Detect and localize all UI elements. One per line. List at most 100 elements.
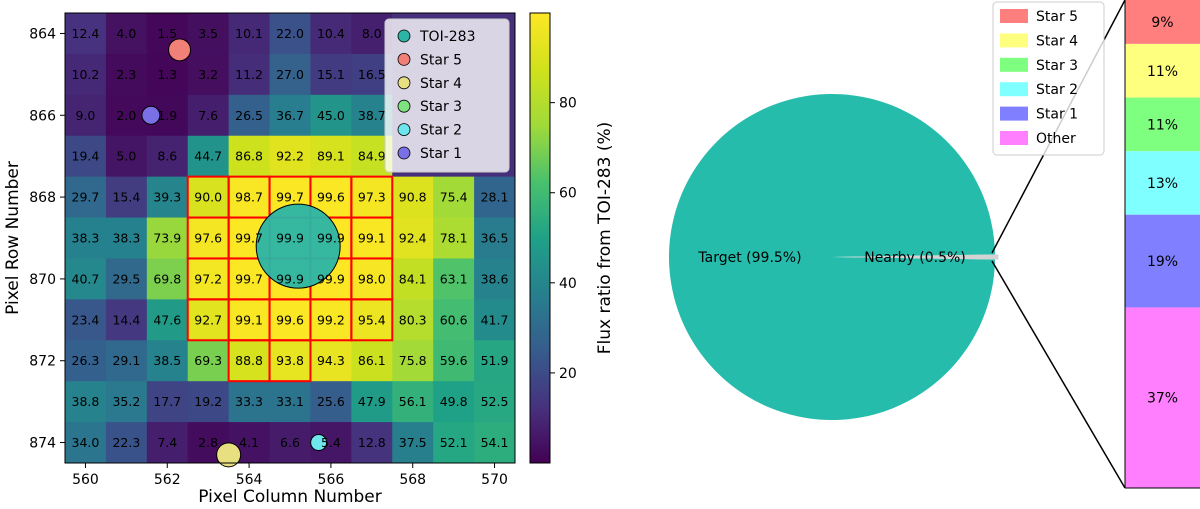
cell-value-label: 11.2 [235,67,263,82]
x-tick-label: 570 [481,472,508,488]
legend-marker [397,123,411,137]
cell-value-label: 99.9 [276,231,304,246]
legend-label: Star 4 [420,76,462,92]
star-marker-star-5 [168,38,192,62]
cell-value-label: 99.6 [276,312,304,327]
cell-value-label: 80.3 [399,312,427,327]
heatmap-cell [310,381,352,423]
heatmap-cell [269,422,311,464]
cell-value-label: 98.7 [235,190,263,205]
heatmap-cell [146,217,189,259]
cell-value-label: 2.8 [198,435,218,450]
y-tick-label: 870 [29,272,56,288]
bar-segment-label: 9% [1151,15,1173,31]
cell-value-label: 38.7 [358,108,386,123]
cell-value-label: 16.5 [358,67,386,82]
colorbar: 20 40 60 80 Flux ratio from TOI-283 (%) [529,12,615,464]
cell-value-label: 12.8 [358,435,386,450]
cell-value-label: 99.6 [317,190,345,205]
heatmap-cell [65,340,107,382]
bar-segment-label: 37% [1147,391,1178,407]
star-marker-toi-283 [255,203,341,289]
y-tick-label: 872 [29,354,56,370]
legend-label: Star 1 [420,146,462,162]
cell-value-label: 69.8 [153,271,181,286]
heatmap-cell [187,13,230,55]
cell-value-label: 19.2 [194,394,222,409]
cell-value-label: 75.4 [440,190,468,205]
heatmap-cell [474,422,516,464]
heatmap-cell [146,340,189,382]
heatmap-legend: TOI-283 Star 5 Star 4 Star 3 Star 2 Star 1 [384,18,510,173]
heatmap-cell [228,381,271,423]
bar-legend-label: Other [1036,131,1076,147]
heatmap-cell [269,381,311,423]
bar-segment-star-1 [1125,214,1200,308]
heatmap-cell [392,217,434,259]
cell-value-label: 99.7 [235,271,263,286]
heatmap-cell [65,135,107,178]
cell-value-label: 9.0 [76,108,96,123]
cell-value-label: 52.1 [440,435,468,450]
cell-value-label: 29.1 [112,353,140,368]
bar-segment-label: 13% [1147,176,1178,192]
x-tick-label: 562 [154,472,181,488]
cell-value-label: 38.3 [112,231,140,246]
cell-value-label: 94.3 [317,353,345,368]
cell-value-label: 12.4 [72,26,100,41]
cell-value-label: 10.4 [317,26,345,41]
heatmap-cell [187,217,230,259]
cell-value-label: 2.0 [116,108,136,123]
heatmap-cell [65,217,107,259]
cell-value-label: 8.0 [362,26,382,41]
x-axis-ticks: 560 562 564 566 568 570 [72,463,508,488]
cell-value-label: 51.9 [481,353,509,368]
pie-label-nearby: Nearby (0.5%) [864,250,966,266]
cell-value-label: 5.0 [116,149,136,164]
heatmap-cell [187,176,230,219]
heatmap-cell [187,53,230,96]
cell-value-label: 54.1 [481,435,509,450]
heatmap-cell [146,135,189,178]
colorbar-tick-label: 80 [559,96,577,112]
heatmap-cell [433,176,475,219]
heatmap-cell [146,422,189,464]
x-axis-label: Pixel Column Number [198,487,382,507]
cell-value-label: 26.5 [235,108,263,123]
heatmap-cell [310,94,352,137]
heatmap-cell [65,299,107,341]
bar-segment-other [1125,307,1200,488]
heatmap-cell [474,217,516,259]
colorbar-tick-label: 60 [559,186,577,202]
cell-value-label: 40.7 [72,271,100,286]
heatmap-cell [351,422,393,464]
heatmap-cell [392,176,434,219]
bar-legend-label: Star 4 [1036,33,1078,49]
cell-value-label: 15.4 [112,190,140,205]
cell-value-label: 73.9 [153,231,181,246]
cell-value-label: 36.5 [481,231,509,246]
cell-value-label: 99.1 [358,231,386,246]
heatmap-cell [105,381,148,423]
cell-value-label: 38.3 [72,231,100,246]
heatmap-cell [310,53,352,96]
cell-value-label: 99.7 [276,190,304,205]
cell-value-label: 47.9 [358,394,386,409]
cell-value-label: 25.6 [317,394,345,409]
cell-value-label: 99.7 [235,231,263,246]
heatmap-cell [392,340,434,382]
pie-chart: Target (99.5%) Nearby (0.5%) [669,93,999,420]
heatmap-cell [105,94,148,137]
cell-value-label: 27.0 [276,67,304,82]
heatmap-cell [228,53,271,96]
cell-value-label: 93.8 [276,353,304,368]
heatmap-cell [351,340,393,382]
heatmap-cell [187,340,230,382]
cell-value-label: 39.3 [153,190,181,205]
y-axis-label: Pixel Row Number [3,161,23,315]
y-tick-label: 874 [29,436,56,452]
cell-value-label: 75.8 [399,353,427,368]
heatmap-cell [433,217,475,259]
heatmap-cell [310,13,352,55]
